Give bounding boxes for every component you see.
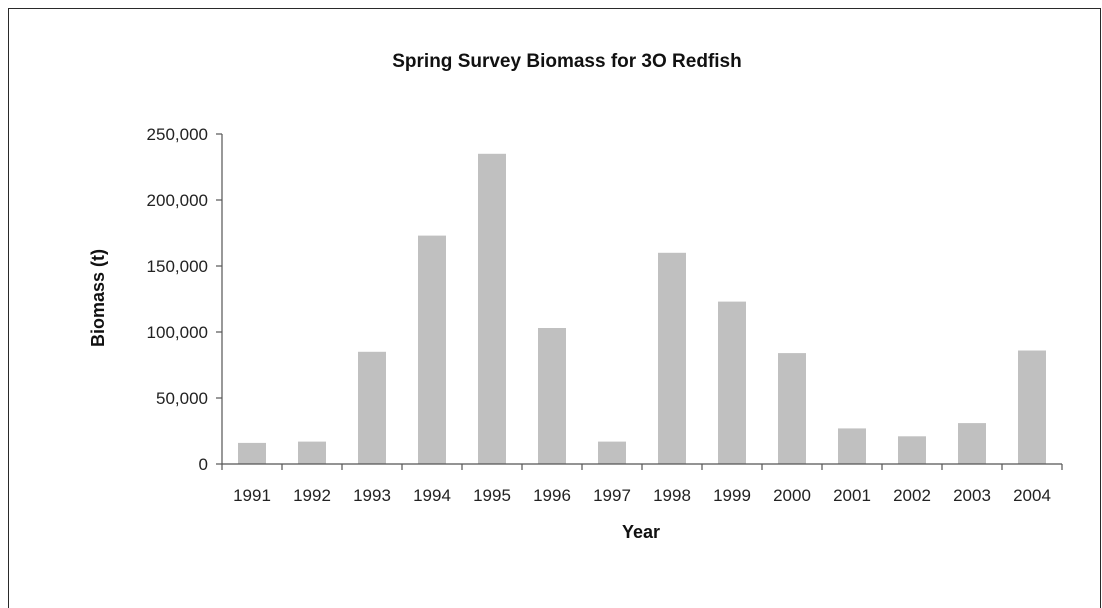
bar-2001 [838, 428, 866, 464]
bar-1997 [598, 441, 626, 464]
chart-frame [8, 8, 1101, 608]
x-tick-label: 1996 [533, 486, 571, 505]
x-tick-label: 1995 [473, 486, 511, 505]
y-axis-title: Biomass (t) [88, 249, 108, 347]
chart-title: Spring Survey Biomass for 3O Redfish [392, 51, 741, 72]
bar-1991 [238, 442, 266, 464]
y-tick-label: 200,000 [147, 191, 208, 210]
axes [216, 133, 1063, 470]
bar-2003 [958, 423, 986, 464]
y-tick-label: 150,000 [147, 257, 208, 276]
x-tick-label: 2001 [833, 486, 871, 505]
y-tick-label: 50,000 [156, 389, 208, 408]
y-tick-label: 250,000 [147, 125, 208, 144]
tick-labels: 0 50,000 100,000 150,000 200,000 250,000 1991 1… [147, 125, 1051, 505]
bar-1995 [478, 153, 506, 465]
bar-2002 [898, 436, 926, 464]
bar-1994 [418, 235, 446, 464]
x-tick-label: 1999 [713, 486, 751, 505]
bar-1998 [658, 252, 686, 464]
x-tick-label: 1991 [233, 486, 271, 505]
bar-2004 [1018, 350, 1046, 464]
bar-1992 [298, 441, 326, 464]
x-tick-label: 2002 [893, 486, 931, 505]
x-tick-label: 2000 [773, 486, 811, 505]
x-tick-label: 1993 [353, 486, 391, 505]
y-tick-label: 100,000 [147, 323, 208, 342]
bar-1993 [358, 351, 386, 464]
x-tick-label: 2004 [1013, 486, 1051, 505]
bars [238, 153, 1046, 465]
x-tick-label: 1998 [653, 486, 691, 505]
y-tick-label: 0 [199, 455, 208, 474]
bar-1996 [538, 328, 566, 464]
x-tick-label: 1992 [293, 486, 331, 505]
bar-1999 [718, 301, 746, 464]
x-tick-label: 1997 [593, 486, 631, 505]
bar-2000 [778, 353, 806, 464]
x-tick-label: 1994 [413, 486, 451, 505]
x-tick-label: 2003 [953, 486, 991, 505]
x-axis-title: Year [622, 522, 660, 542]
